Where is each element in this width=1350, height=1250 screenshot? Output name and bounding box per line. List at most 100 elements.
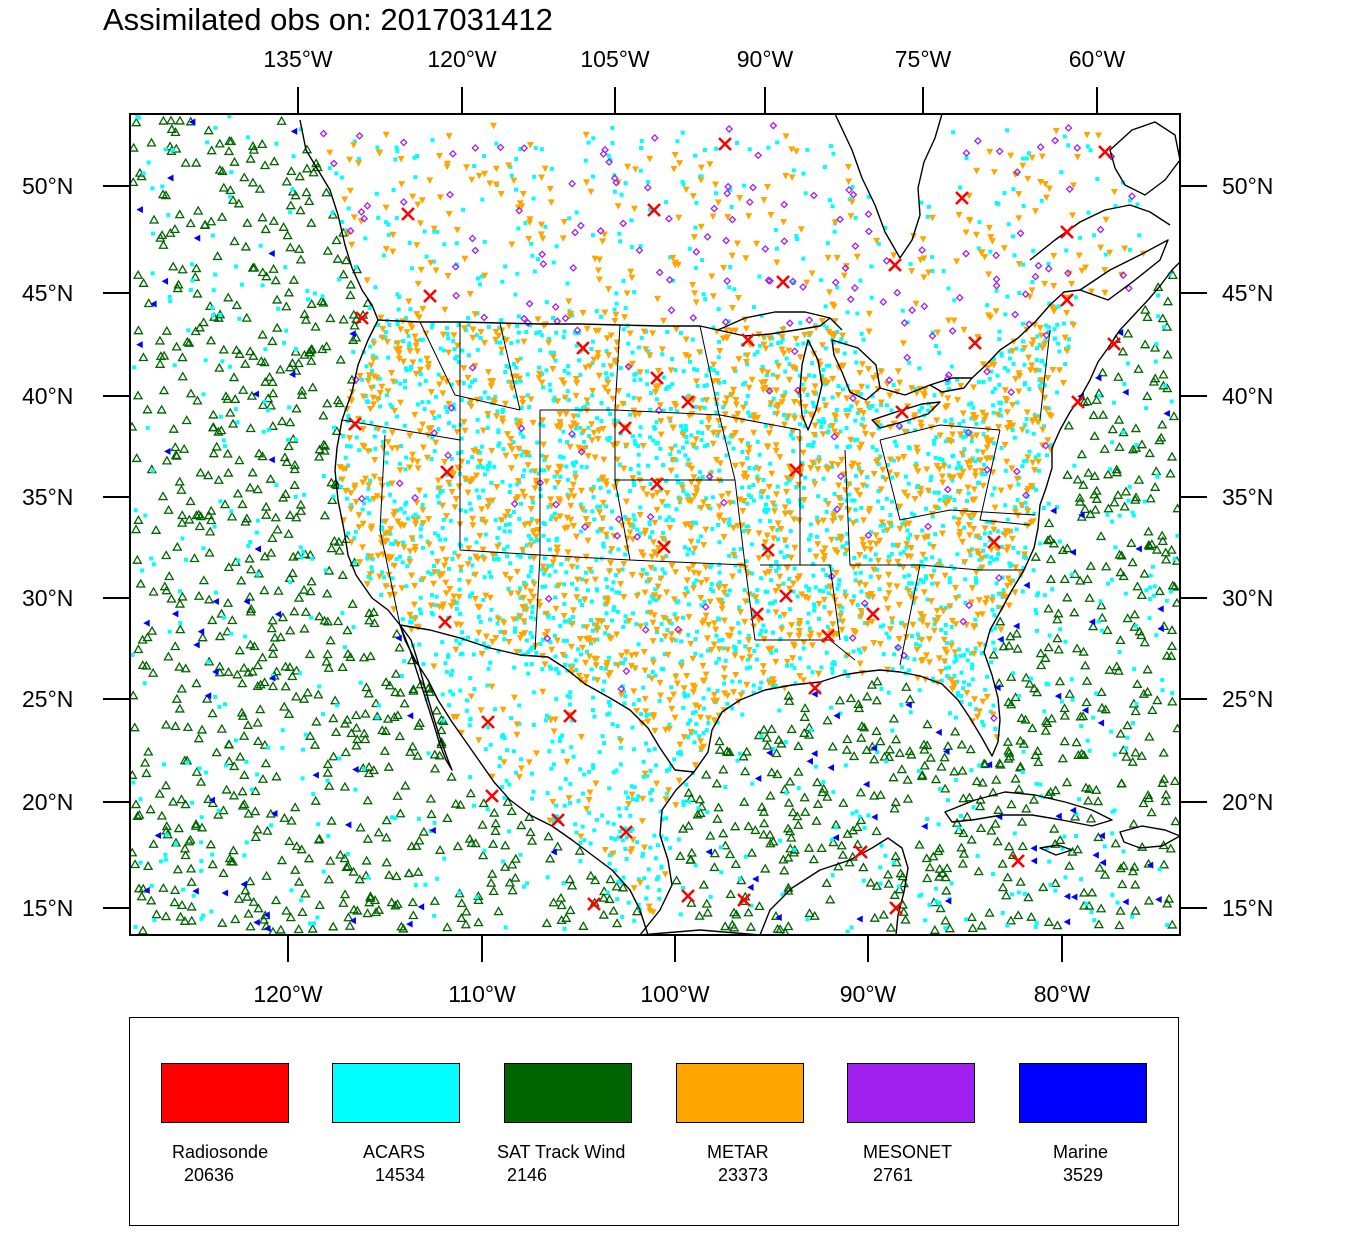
metar-marker bbox=[622, 498, 630, 506]
acars-marker bbox=[857, 466, 862, 471]
acars-marker bbox=[383, 335, 388, 340]
acars-marker bbox=[618, 366, 623, 371]
acars-marker bbox=[901, 549, 906, 554]
acars-marker bbox=[827, 363, 832, 368]
acars-marker bbox=[381, 575, 386, 580]
sat-track-wind-marker bbox=[1055, 835, 1066, 844]
metar-marker bbox=[574, 576, 582, 584]
acars-marker bbox=[664, 816, 669, 821]
sat-track-wind-marker bbox=[252, 736, 264, 746]
sat-track-wind-marker bbox=[238, 384, 249, 394]
sat-track-wind-marker bbox=[1133, 474, 1145, 484]
acars-marker bbox=[604, 349, 609, 354]
sat-track-wind-marker bbox=[193, 205, 204, 215]
sat-track-wind-marker bbox=[1087, 621, 1099, 631]
acars-marker bbox=[646, 349, 651, 354]
sat-track-wind-marker bbox=[869, 754, 880, 764]
acars-marker bbox=[697, 734, 702, 739]
sat-track-wind-marker bbox=[177, 517, 188, 527]
sat-track-wind-marker bbox=[743, 907, 754, 917]
sat-track-wind-marker bbox=[1003, 697, 1014, 707]
acars-marker bbox=[680, 179, 685, 184]
acars-marker bbox=[547, 664, 552, 669]
acars-marker bbox=[811, 561, 816, 566]
acars-marker bbox=[418, 595, 423, 600]
metar-marker bbox=[542, 610, 550, 618]
acars-marker bbox=[535, 538, 540, 543]
acars-marker bbox=[784, 481, 789, 486]
acars-marker bbox=[688, 718, 693, 723]
metar-marker bbox=[549, 559, 557, 566]
metar-marker bbox=[755, 465, 763, 473]
acars-marker bbox=[560, 733, 565, 738]
metar-marker bbox=[692, 484, 700, 492]
acars-marker bbox=[470, 591, 475, 596]
acars-marker bbox=[1038, 541, 1043, 546]
sat-track-wind-marker bbox=[1115, 567, 1126, 577]
acars-marker bbox=[201, 392, 206, 397]
metar-marker bbox=[755, 530, 763, 537]
metar-marker bbox=[467, 398, 475, 405]
acars-marker bbox=[644, 622, 649, 627]
acars-marker bbox=[545, 564, 550, 569]
sat-track-wind-marker bbox=[1132, 581, 1143, 591]
acars-marker bbox=[493, 552, 498, 557]
sat-track-wind-marker bbox=[408, 684, 419, 694]
sat-track-wind-marker bbox=[1042, 535, 1054, 545]
acars-marker bbox=[596, 477, 601, 482]
sat-track-wind-marker bbox=[236, 707, 247, 717]
acars-marker bbox=[449, 382, 454, 387]
acars-marker bbox=[537, 330, 542, 335]
acars-marker bbox=[579, 577, 584, 582]
metar-marker bbox=[715, 514, 723, 521]
sat-track-wind-marker bbox=[890, 851, 901, 861]
acars-marker bbox=[741, 529, 746, 534]
acars-marker bbox=[641, 685, 646, 690]
acars-marker bbox=[386, 222, 391, 227]
sat-track-wind-marker bbox=[408, 685, 419, 695]
acars-marker bbox=[212, 524, 217, 529]
sat-track-wind-marker bbox=[220, 391, 232, 401]
acars-marker bbox=[469, 507, 474, 512]
acars-marker bbox=[685, 552, 690, 557]
acars-marker bbox=[466, 315, 471, 320]
sat-track-wind-marker bbox=[313, 689, 324, 699]
metar-marker bbox=[921, 392, 929, 400]
acars-marker bbox=[306, 297, 311, 302]
acars-marker bbox=[604, 611, 609, 616]
acars-marker bbox=[682, 545, 687, 550]
metar-marker bbox=[971, 468, 979, 475]
acars-marker bbox=[561, 429, 566, 434]
acars-marker bbox=[249, 787, 254, 792]
metar-marker bbox=[590, 429, 598, 437]
acars-marker bbox=[573, 460, 578, 465]
acars-marker bbox=[955, 552, 960, 557]
acars-marker bbox=[518, 586, 523, 591]
acars-marker bbox=[178, 621, 183, 626]
acars-marker bbox=[681, 369, 686, 374]
acars-marker bbox=[981, 379, 986, 384]
acars-marker bbox=[930, 268, 935, 273]
acars-marker bbox=[953, 777, 958, 782]
sat-track-wind-marker bbox=[799, 792, 810, 802]
acars-marker bbox=[657, 698, 662, 703]
metar-marker bbox=[1036, 325, 1044, 332]
metar-marker bbox=[843, 412, 851, 420]
metar-marker bbox=[787, 468, 795, 475]
acars-marker bbox=[876, 241, 881, 246]
metar-marker bbox=[721, 411, 729, 418]
sat-track-wind-marker bbox=[229, 156, 240, 166]
sat-track-wind-marker bbox=[386, 897, 397, 907]
sat-track-wind-marker bbox=[300, 606, 312, 616]
acars-marker bbox=[856, 647, 861, 652]
acars-marker bbox=[800, 461, 805, 466]
acars-marker bbox=[714, 146, 719, 151]
acars-marker bbox=[943, 605, 948, 610]
sat-track-wind-marker bbox=[510, 872, 521, 882]
acars-marker bbox=[576, 798, 581, 803]
acars-marker bbox=[794, 233, 799, 238]
metar-marker bbox=[696, 714, 704, 721]
metar-marker bbox=[866, 540, 874, 547]
sat-track-wind-marker bbox=[822, 791, 833, 801]
acars-marker bbox=[638, 712, 643, 717]
